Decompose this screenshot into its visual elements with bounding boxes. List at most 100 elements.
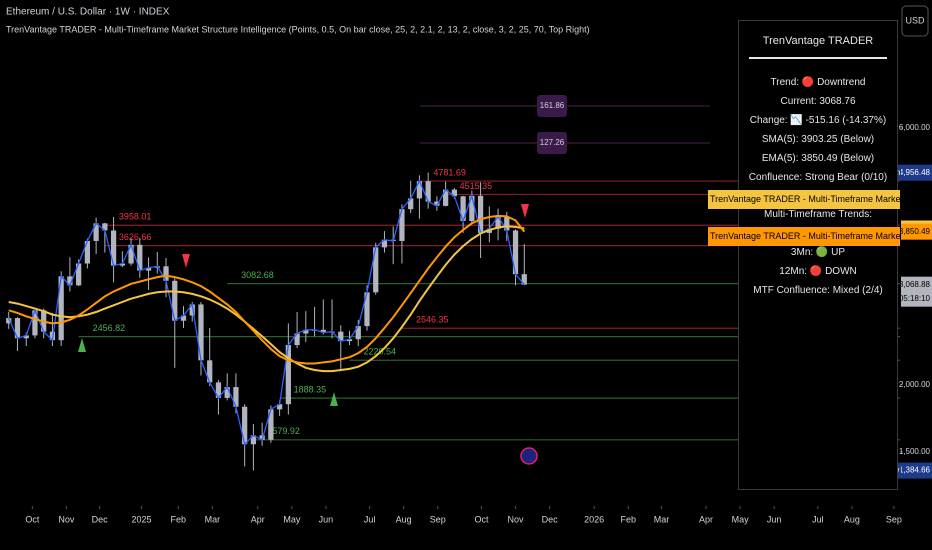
level-label: 1579.92 [267, 426, 300, 436]
symbol-title: Ethereum / U.S. Dollar · 1W · INDEX [6, 7, 170, 18]
legend-entry: TrenVantage TRADER - Multi-Timeframe Mar… [708, 190, 900, 209]
price-label-box [901, 276, 932, 307]
candle-body [189, 304, 195, 316]
panel-title: TrenVantage TRADER [749, 35, 887, 59]
candle-body [215, 382, 222, 398]
x-tick-label: May [283, 514, 301, 524]
candle-body [495, 216, 501, 229]
currency-button[interactable] [901, 5, 929, 37]
panel-row: EMA(5): 3850.49 (Below) [761, 153, 875, 164]
legend-entry: TrenVantage TRADER - Multi-Timeframe Mar… [708, 227, 900, 246]
event-icon[interactable] [520, 447, 538, 465]
candle-body [163, 266, 169, 281]
candle-body [338, 331, 344, 342]
y-tick-label: 6,000.00 [899, 123, 931, 132]
candle-body [460, 196, 466, 222]
moving-average-line [8, 225, 525, 373]
indicator-title: TrenVantage TRADER - Multi-Timeframe Mar… [6, 24, 590, 34]
price-label-box [901, 223, 932, 240]
y-tick-label: 2,000.00 [899, 380, 931, 389]
x-tick-label: 2025 [132, 514, 152, 524]
x-tick-label: Jun [767, 514, 782, 524]
panel-row: 12Mn: 🔴 DOWN [779, 266, 857, 277]
candle-body [451, 189, 457, 197]
buy-signal [78, 338, 86, 352]
x-tick-label: Nov [508, 514, 525, 524]
candle-body [32, 310, 38, 336]
candle-body [110, 230, 117, 266]
x-tick-label: Feb [170, 514, 186, 524]
candle-body [76, 263, 82, 286]
candle-body [512, 230, 519, 275]
info-panel: TrenVantage TRADER Trend: 🔴 Downtrend Cur… [738, 20, 898, 490]
candle-body [294, 333, 300, 346]
panel-mtf-rows: Multi-Timeframe Trends:1Mn: 🟢 UP3Mn: 🟢 U… [739, 205, 897, 300]
price-label: 3,068.88 [899, 280, 931, 289]
level-label: 2546.35 [416, 315, 449, 325]
level-label: 1888.35 [294, 385, 327, 395]
candle-body [408, 198, 414, 210]
x-tick-label: Oct [474, 514, 489, 524]
candle-body [145, 267, 152, 271]
sell-signal [521, 204, 529, 218]
y-tick-label: 1,500.00 [899, 447, 931, 456]
candle-body [137, 244, 143, 271]
moving-average-line [8, 214, 526, 365]
x-tick-label: Mar [205, 514, 221, 524]
level-label: 3958.01 [119, 212, 152, 222]
candle-body [381, 239, 388, 248]
candle-body [250, 435, 257, 445]
candle-body [102, 223, 108, 231]
candle-body [198, 304, 204, 361]
panel-row: Confluence: Strong Bear (0/10) [748, 172, 888, 183]
panel-row: Current: 3068.76 [780, 96, 856, 107]
candle-body [276, 404, 283, 410]
candle-body [6, 318, 12, 324]
price-label-box [901, 462, 932, 479]
x-tick-label: Dec [92, 514, 109, 524]
level-label: 3626.66 [119, 232, 152, 242]
sell-signal [182, 254, 190, 268]
x-tick-label: Apr [251, 514, 265, 524]
candle-body [364, 292, 370, 327]
close-line [8, 179, 525, 446]
panel-rows: Trend: 🔴 Downtrend Current: 3068.76 Change… [739, 73, 897, 187]
candle-body [320, 329, 326, 333]
candle-body [119, 263, 125, 266]
price-label-box [901, 164, 932, 181]
x-tick-label: Mar [654, 514, 670, 524]
candle-body [399, 209, 405, 241]
x-tick-label: Nov [58, 514, 75, 524]
candle-body [207, 360, 213, 383]
price-label: 3,850.49 [899, 227, 931, 236]
candle-body [443, 189, 449, 206]
level-label: 3082.68 [241, 270, 274, 280]
candle-body [425, 181, 431, 202]
candle-body [469, 195, 475, 222]
candle-body [504, 216, 510, 231]
x-tick-label: Oct [25, 514, 40, 524]
x-tick-label: Aug [844, 514, 860, 524]
x-tick-label: Feb [620, 514, 636, 524]
candle-body [224, 387, 230, 398]
currency-label: USD [905, 15, 925, 25]
x-tick-label: Aug [396, 514, 412, 524]
candle-body [303, 329, 309, 334]
x-tick-label: Dec [542, 514, 559, 524]
buy-signal [330, 392, 338, 406]
candle-body [58, 276, 64, 341]
price-label: 1,384.66 [899, 466, 931, 475]
candle-body [14, 318, 21, 339]
annotation-label: 127.26 [540, 138, 565, 147]
panel-row: SMA(5): 3903.25 (Below) [761, 134, 875, 145]
candle-body [355, 326, 361, 340]
candle-body [233, 387, 239, 407]
candle-body [242, 406, 248, 445]
x-tick-label: Sep [430, 514, 446, 524]
x-tick-label: Sep [886, 514, 902, 524]
candle-body [84, 240, 90, 264]
panel-row: Change: 📉 -515.16 (-14.37%) [749, 115, 887, 126]
level-label: 4781.69 [433, 167, 466, 177]
candle-body [67, 276, 73, 286]
